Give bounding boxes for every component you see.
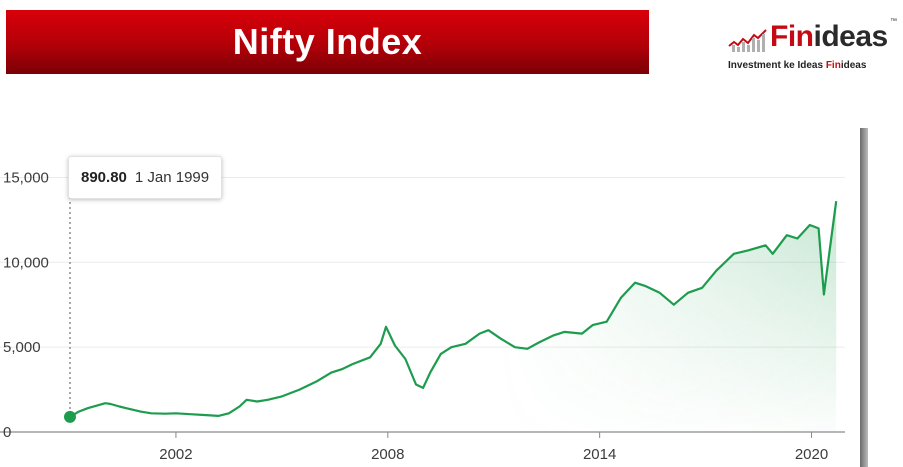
x-tick-label: 2008 [371, 446, 404, 463]
growth-bars-icon [728, 29, 767, 52]
tooltip-value: 890.80 [81, 169, 127, 186]
logo-name-ideas: ideas [813, 20, 889, 53]
logo-name-fin: Fin [770, 20, 814, 53]
y-tick-label: 0 [3, 424, 11, 441]
y-tick-label: 5,000 [3, 339, 41, 356]
title-banner: Nifty Index [6, 10, 649, 74]
tick-labels: 0 5,000 10,000 15,000 2002 2008 2014 2020 [3, 169, 828, 463]
x-tick-label: 2014 [583, 446, 616, 463]
y-tick-label: 15,000 [3, 169, 49, 186]
logo-tagline-prefix: Investment ke Ideas [728, 60, 826, 71]
logo-trademark: ™ [890, 18, 897, 25]
logo-tagline: Investment ke Ideas Finideas [728, 60, 866, 71]
hover-point[interactable] [64, 410, 76, 423]
series-area [70, 201, 837, 432]
y-tick-label: 10,000 [3, 254, 49, 271]
x-tick-label: 2002 [159, 446, 192, 463]
page-title: Nifty Index [232, 21, 423, 62]
finideas-logo: Finideas ™ Investment ke Ideas Finideas [728, 14, 898, 74]
logo-tagline-suffix: ideas [840, 60, 867, 71]
axes [0, 431, 845, 438]
chart-panel-shadow [860, 128, 868, 467]
logo-tagline-accent: Fin [825, 60, 841, 71]
series-line [69, 201, 838, 418]
logo-wordmark: Finideas [770, 20, 888, 54]
value-tooltip: 890.80 1 Jan 1999 [68, 156, 223, 199]
tooltip-date: 1 Jan 1999 [134, 169, 210, 186]
x-tick-label: 2020 [795, 446, 828, 463]
